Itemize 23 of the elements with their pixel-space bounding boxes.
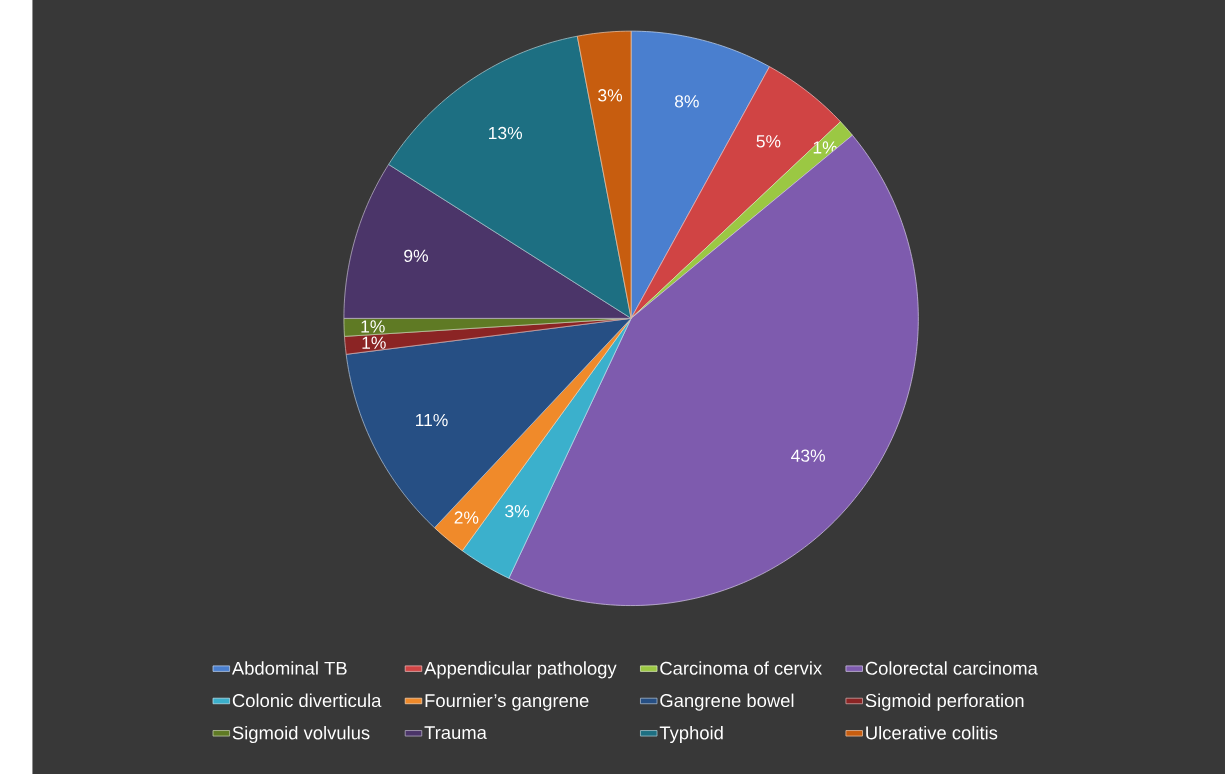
legend-label: Typhoid [659, 725, 723, 744]
data-label: 43% [791, 449, 825, 462]
data-label: 8% [674, 95, 699, 108]
legend-label: Colonic diverticula [232, 693, 382, 708]
data-label: 11% [416, 413, 448, 427]
legend-label: Trauma [424, 726, 487, 740]
data-label: 3% [505, 504, 530, 518]
legend-label: Ulcerative colitis [866, 725, 998, 740]
legend-label: Sigmoid perforation [865, 693, 1024, 711]
data-label: 3% [598, 89, 623, 102]
legend-label: Fournier’s gangrene [425, 693, 589, 711]
legend-label: Colorectal carcinoma [865, 661, 1038, 675]
data-label: 9% [404, 249, 428, 263]
data-label: 1% [362, 336, 386, 349]
legend-label: Carcinoma of cervix [660, 661, 822, 675]
data-label: 13% [489, 126, 523, 140]
legend-label: Sigmoid volvulus [232, 725, 370, 744]
legend-label: Abdominal TB [231, 661, 347, 675]
legend-label: Gangrene bowel [660, 693, 794, 711]
data-label: 2% [454, 511, 479, 524]
legend-label: Appendicular pathology [424, 661, 617, 679]
data-label: 1% [361, 320, 385, 333]
data-label: 5% [756, 135, 781, 148]
